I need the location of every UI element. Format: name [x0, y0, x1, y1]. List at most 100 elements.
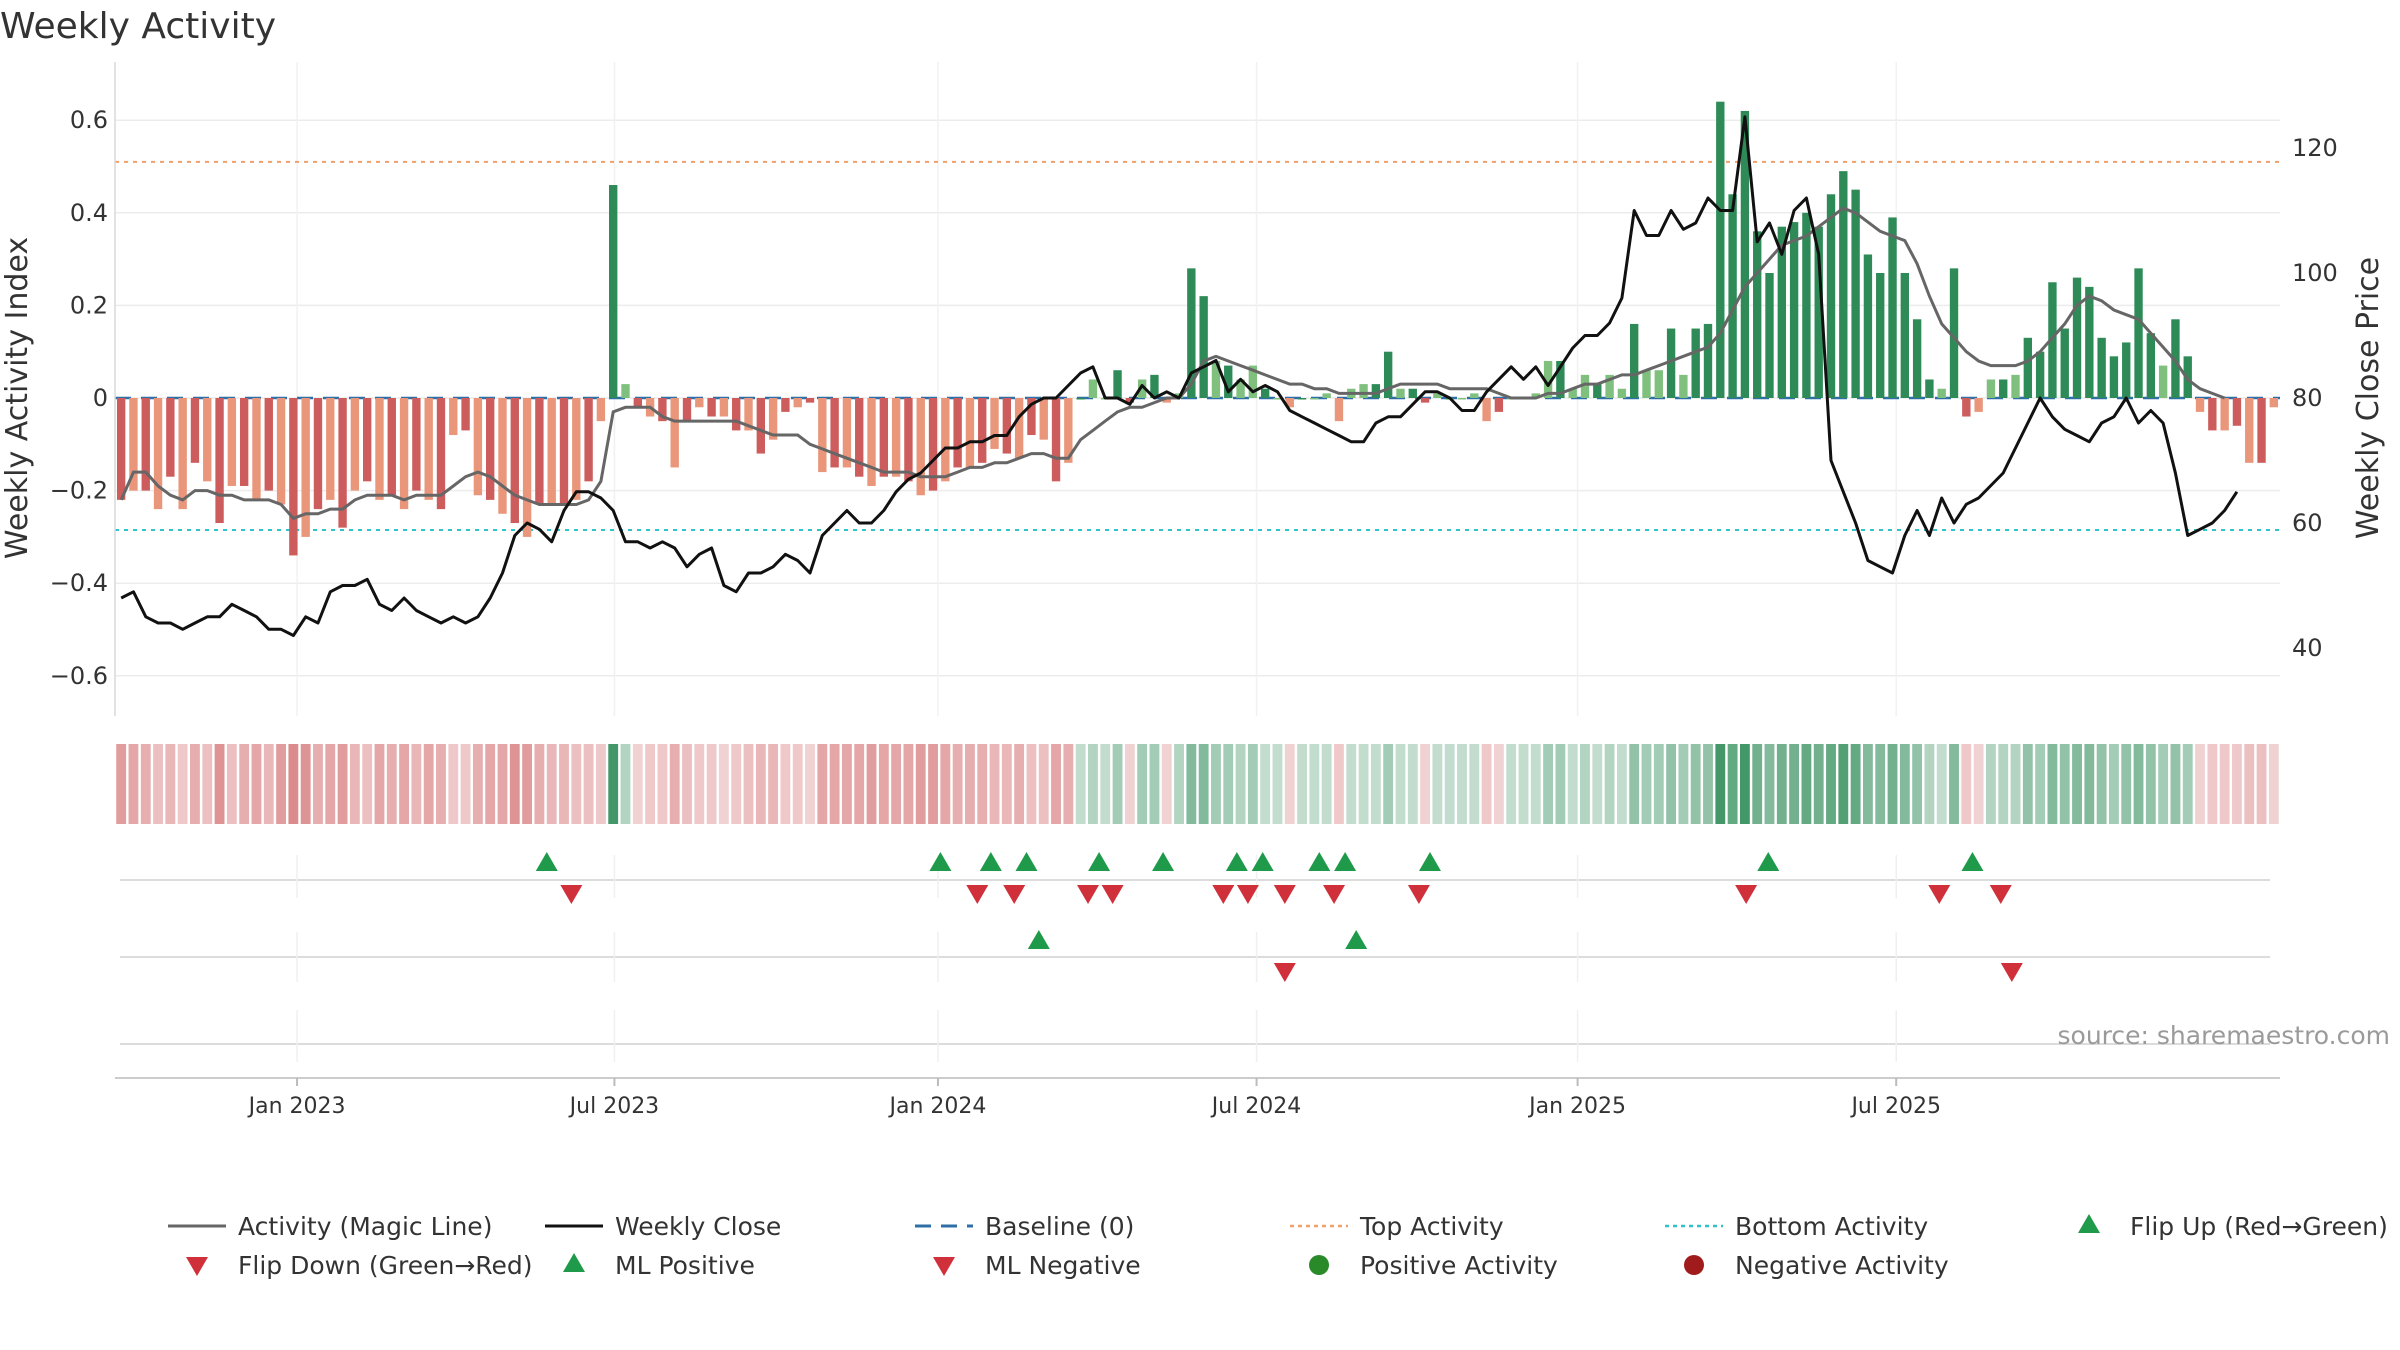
heat-cell: [2145, 744, 2156, 824]
signal-markers: [120, 852, 2270, 1062]
series-lines: [119, 115, 2239, 637]
date-tick-label: Jul 2023: [568, 1094, 660, 1119]
heat-cell: [1432, 744, 1443, 824]
heat-cell: [1838, 744, 1849, 824]
activity-bar: [1605, 374, 1614, 398]
heat-cell: [1051, 744, 1061, 824]
activity-bar: [547, 398, 556, 505]
activity-bar: [1740, 110, 1750, 398]
activity-bar: [1568, 388, 1577, 398]
heat-cell: [2170, 744, 2181, 824]
legend-label: Bottom Activity: [1735, 1212, 1928, 1241]
magic-line: [119, 206, 2226, 521]
activity-bar: [928, 398, 938, 491]
legend-swatch: [1309, 1255, 1329, 1275]
activity-bar: [842, 398, 852, 468]
activity-bar: [1912, 319, 1922, 398]
heat-cell: [1395, 744, 1406, 824]
heat-cell: [817, 744, 828, 824]
activity-bar: [424, 398, 433, 500]
activity-bar: [116, 398, 126, 500]
heat-cell: [485, 744, 496, 824]
legend-item: Negative Activity: [1684, 1251, 1949, 1280]
heat-cell: [1174, 744, 1184, 824]
ml-negative-marker: [1273, 963, 1296, 982]
flip-down-marker: [1077, 885, 1100, 904]
heat-cell: [1297, 744, 1307, 824]
heat-cell: [1703, 744, 1713, 824]
flip-up-marker: [535, 852, 558, 871]
heat-cell: [1789, 744, 1800, 824]
activity-bar: [1703, 323, 1713, 398]
activity-bar: [486, 398, 495, 500]
activity-bar: [1593, 384, 1602, 398]
heat-cell: [2109, 744, 2119, 824]
activity-bar: [276, 398, 286, 505]
heat-cell: [559, 744, 569, 824]
activity-bar: [1789, 222, 1799, 398]
activity-bar: [1654, 370, 1663, 398]
activity-bar: [449, 398, 458, 436]
legend-item: Flip Up (Red→Green): [2078, 1212, 2388, 1241]
heat-cell: [288, 744, 299, 824]
activity-bar: [855, 398, 864, 477]
activity-bar: [707, 398, 716, 417]
heat-cell: [1272, 744, 1283, 824]
heat-cell: [952, 744, 963, 824]
heat-cell: [423, 744, 434, 824]
heat-cell: [731, 744, 742, 824]
legend-label: Activity (Magic Line): [238, 1212, 492, 1241]
heat-cell: [1075, 744, 1086, 824]
activity-bar: [990, 398, 999, 449]
heat-cell: [1986, 744, 1996, 824]
heat-cell: [829, 744, 840, 824]
activity-bar: [633, 398, 642, 408]
flip-down-marker: [560, 885, 583, 904]
right-tick-label: 80: [2292, 384, 2323, 412]
weekly-close-line: [120, 115, 2239, 637]
heat-cell: [1887, 744, 1898, 824]
legend-swatch: [933, 1257, 955, 1276]
heat-cell: [1493, 744, 1504, 824]
activity-bar: [1211, 360, 1221, 398]
heat-cell: [1112, 744, 1123, 824]
heat-cell: [1518, 744, 1529, 824]
legend-item: Top Activity: [1290, 1212, 1504, 1241]
heat-cell: [1813, 744, 1824, 824]
left-tick-label: −0.2: [50, 477, 108, 505]
heat-cell: [509, 744, 520, 824]
heat-cell: [386, 744, 397, 824]
legend-label: Baseline (0): [985, 1212, 1134, 1241]
activity-bar: [1765, 272, 1774, 398]
activity-bar: [1802, 212, 1811, 398]
heat-cell: [866, 744, 877, 824]
heat-cell: [928, 744, 938, 824]
heat-cell: [595, 744, 606, 824]
left-tick-label: −0.4: [50, 569, 108, 597]
heat-cell: [313, 744, 323, 824]
heat-cell: [1038, 744, 1049, 824]
activity-bar: [129, 398, 138, 491]
activity-bar: [1408, 388, 1417, 398]
activity-bar: [916, 398, 925, 496]
axes: 0.6 0.4 0.2 0 −0.2 −0.4 −0.6 120 100 80 60 40: [50, 62, 2338, 716]
activity-bar: [1839, 171, 1848, 398]
heat-cell: [1616, 744, 1627, 824]
heat-cell: [448, 744, 459, 824]
heat-cell: [608, 744, 619, 824]
legend: Activity (Magic Line) Weekly Close Baselin…: [168, 1212, 2388, 1280]
left-tick-label: 0: [93, 384, 108, 412]
flip-up-marker: [1961, 852, 1984, 871]
activity-bar: [203, 398, 212, 482]
activity-bar: [818, 398, 827, 473]
heat-cell: [1284, 744, 1295, 824]
heat-cell: [1407, 744, 1418, 824]
heat-cell: [1530, 744, 1541, 824]
heat-cell: [2010, 744, 2021, 824]
activity-bar: [2011, 374, 2020, 398]
heat-cell: [1826, 744, 1836, 824]
activity-bar: [1482, 398, 1491, 422]
activity-bar: [1826, 194, 1836, 398]
legend-label: ML Negative: [985, 1251, 1141, 1280]
heat-cell: [472, 744, 483, 824]
